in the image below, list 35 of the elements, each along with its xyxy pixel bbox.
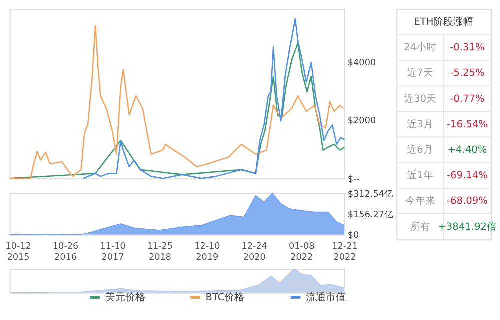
text: ETH阶段涨幅 xyxy=(414,16,474,28)
x-tick-label: 10-12 2015 xyxy=(6,242,32,263)
legend-label: BTC价格 xyxy=(206,291,245,304)
line-series xyxy=(82,18,346,180)
legend-label: 流通市值 xyxy=(306,291,346,304)
y-tick-label: $-- xyxy=(348,175,360,186)
x-tick-label: 12-10 2019 xyxy=(194,242,221,263)
data-label: -0.77% xyxy=(450,94,485,105)
x-tick-label: 11-10 2017 xyxy=(100,242,126,263)
category-label: 今年来 xyxy=(405,195,436,208)
category-label: 近7天 xyxy=(407,67,434,80)
y-tick-label: $156.27亿 xyxy=(348,209,394,220)
x-tick-label: 12-24 2020 xyxy=(242,242,268,263)
x-tick-label: 11-25 2018 xyxy=(147,242,174,263)
data-label: +3841.92倍 xyxy=(438,220,497,233)
data-label: -5.25% xyxy=(450,68,485,80)
category-label: 所有 xyxy=(410,220,430,233)
x-tick-label: 12-21 2022 xyxy=(332,242,358,263)
y-tick-label: $4000 xyxy=(348,58,376,68)
x-tick-label: 10-26 2016 xyxy=(52,242,79,263)
y-tick-label: $0 xyxy=(348,231,360,242)
data-label: -69.14% xyxy=(447,170,488,182)
data-label: +4.40% xyxy=(448,145,488,156)
category-label: 24小时 xyxy=(404,42,437,54)
category-label: 近1年 xyxy=(407,170,434,182)
data-label: -68.09% xyxy=(447,196,488,208)
legend-label: 美元价格 xyxy=(105,291,146,304)
y-tick-label: $2000 xyxy=(348,116,376,127)
data-label: -16.54% xyxy=(447,119,488,130)
category-label: 近3月 xyxy=(407,118,434,130)
category-label: 近30天 xyxy=(404,92,437,105)
category-label: 近6月 xyxy=(407,144,434,156)
y-tick-label: $312.54亿 xyxy=(348,188,394,200)
data-label: -0.31% xyxy=(450,42,485,54)
x-tick-label: 01-08 2022 xyxy=(289,242,316,263)
